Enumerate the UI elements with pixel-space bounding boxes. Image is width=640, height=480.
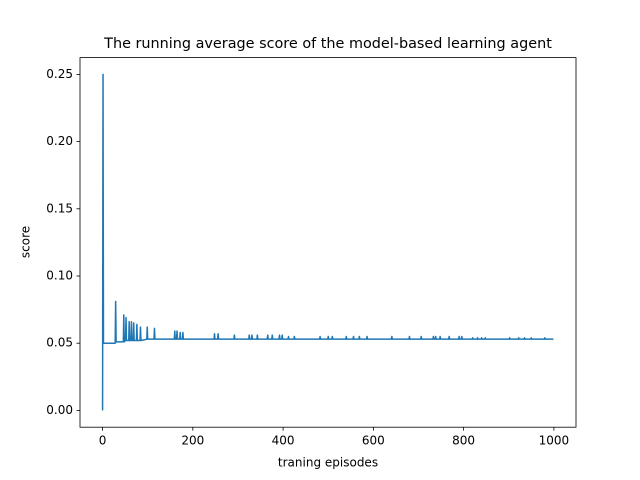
chart-title: The running average score of the model-b… (103, 36, 552, 52)
y-tick-label: 0.00 (46, 403, 73, 417)
y-tick-label: 0.25 (46, 67, 73, 81)
x-tick-label: 200 (181, 434, 204, 448)
y-axis-label: score (19, 226, 33, 258)
y-tick-label: 0.15 (46, 201, 73, 215)
y-tick-label: 0.10 (46, 269, 73, 283)
x-tick-label: 1000 (539, 434, 570, 448)
x-tick-label: 800 (452, 434, 475, 448)
data-line (101, 73, 554, 411)
plot-frame (79, 57, 577, 428)
x-tick-label: 400 (272, 434, 295, 448)
x-axis-label: traning episodes (278, 456, 378, 470)
x-tick-label: 600 (362, 434, 385, 448)
x-tick-label: 0 (99, 434, 107, 448)
y-tick-label: 0.05 (46, 336, 73, 350)
y-tick-label: 0.20 (46, 134, 73, 148)
